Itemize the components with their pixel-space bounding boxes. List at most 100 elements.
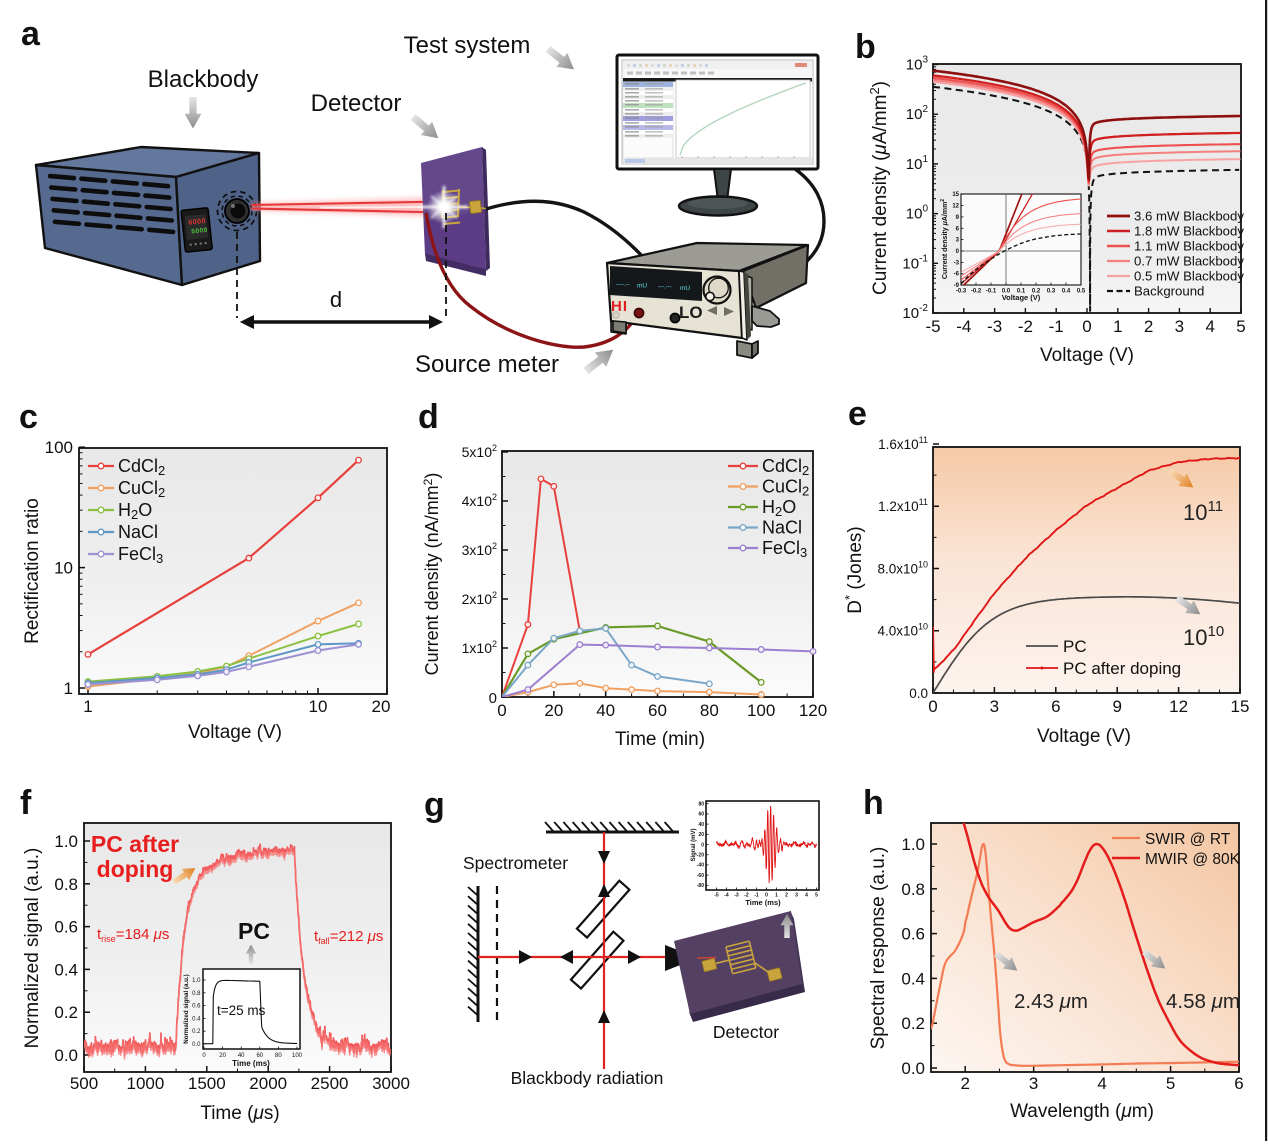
svg-text:40: 40 <box>596 701 615 720</box>
svg-text:tfall=212 μs: tfall=212 μs <box>314 928 383 946</box>
svg-text:H2O: H2O <box>762 497 796 519</box>
svg-text:d: d <box>330 287 342 312</box>
svg-text:1.0: 1.0 <box>901 835 925 854</box>
svg-text:5: 5 <box>1166 1074 1175 1093</box>
svg-text:0: 0 <box>701 842 704 848</box>
svg-text:3.6 mW Blackbody: 3.6 mW Blackbody <box>1134 209 1244 224</box>
svg-text:-5: -5 <box>714 893 719 899</box>
svg-text:5: 5 <box>1236 317 1245 336</box>
svg-text:mU: mU <box>680 285 690 292</box>
svg-text:LO: LO <box>679 303 703 322</box>
svg-text:PC: PC <box>1063 637 1087 656</box>
svg-text:Blackbody: Blackbody <box>148 66 259 93</box>
svg-text:0.8: 0.8 <box>54 875 78 894</box>
svg-text:-0.2: -0.2 <box>971 289 982 295</box>
svg-text:120: 120 <box>799 701 827 720</box>
svg-text:Signal (mV): Signal (mV) <box>691 828 697 861</box>
svg-text:D* (Jones): D* (Jones) <box>842 526 866 613</box>
svg-text:Detector: Detector <box>311 90 402 117</box>
svg-text:1.0: 1.0 <box>192 978 201 984</box>
svg-text:-3: -3 <box>954 260 960 266</box>
svg-text:0: 0 <box>489 690 497 707</box>
svg-text:2: 2 <box>1144 317 1153 336</box>
svg-text:CdCl2: CdCl2 <box>762 456 809 478</box>
svg-text:t=25 ms: t=25 ms <box>217 1003 266 1018</box>
svg-text:Spectrometer: Spectrometer <box>463 853 568 873</box>
svg-text:1010: 1010 <box>1183 623 1224 650</box>
svg-text:-1: -1 <box>754 893 759 899</box>
svg-text:100: 100 <box>292 1053 303 1059</box>
svg-text:15: 15 <box>952 192 959 198</box>
svg-text:Normalized signal (a.u.): Normalized signal (a.u.) <box>183 974 190 1043</box>
svg-text:Current density (μA/mm2): Current density (μA/mm2) <box>867 81 891 295</box>
svg-text:-4: -4 <box>956 317 971 336</box>
svg-text:0.8: 0.8 <box>901 880 925 899</box>
svg-text:Voltage (V): Voltage (V) <box>188 722 282 743</box>
svg-text:4: 4 <box>805 893 808 899</box>
svg-text:-40: -40 <box>697 863 704 869</box>
svg-text:6000: 6000 <box>188 218 206 227</box>
svg-text:Voltage (V): Voltage (V) <box>1002 293 1041 302</box>
svg-text:0.6: 0.6 <box>901 925 925 944</box>
svg-text:20: 20 <box>372 697 391 716</box>
svg-text:2500: 2500 <box>311 1074 349 1093</box>
svg-text:FeCl3: FeCl3 <box>118 544 163 566</box>
svg-text:8.0x1010: 8.0x1010 <box>877 560 928 577</box>
svg-text:80: 80 <box>700 701 719 720</box>
svg-text:1500: 1500 <box>188 1074 226 1093</box>
svg-text:100: 100 <box>747 701 775 720</box>
svg-text:Time (min): Time (min) <box>615 729 705 750</box>
svg-text:80: 80 <box>698 802 704 808</box>
svg-text:0.4: 0.4 <box>54 960 78 979</box>
svg-text:1x102: 1x102 <box>462 639 497 656</box>
svg-text:Rectification ratio: Rectification ratio <box>22 498 43 644</box>
svg-text:20: 20 <box>544 701 563 720</box>
svg-text:0: 0 <box>497 701 506 720</box>
svg-text:60: 60 <box>648 701 667 720</box>
svg-text:NaCl: NaCl <box>118 522 158 542</box>
svg-text:CdCl2: CdCl2 <box>118 456 165 478</box>
svg-text:Voltage (V): Voltage (V) <box>1037 726 1131 747</box>
svg-text:9: 9 <box>956 215 960 221</box>
svg-text:-3: -3 <box>987 317 1002 336</box>
svg-text:PC: PC <box>238 918 270 944</box>
svg-text:0.0: 0.0 <box>901 1059 925 1078</box>
svg-text:3: 3 <box>1029 1074 1038 1093</box>
svg-text:1.8 mW Blackbody: 1.8 mW Blackbody <box>1134 224 1244 239</box>
svg-text:1: 1 <box>83 697 92 716</box>
svg-text:0.0: 0.0 <box>54 1046 78 1065</box>
svg-text:4: 4 <box>1097 1074 1106 1093</box>
svg-text:0.2: 0.2 <box>901 1014 925 1033</box>
svg-text:Current density (nA/mm2): Current density (nA/mm2) <box>421 473 442 676</box>
svg-text:a: a <box>21 15 41 53</box>
svg-text:4x102: 4x102 <box>462 492 497 509</box>
svg-text:0.7 mW Blackbody: 0.7 mW Blackbody <box>1134 254 1244 269</box>
svg-text:6: 6 <box>956 226 960 232</box>
svg-text:Time (ms): Time (ms) <box>232 1059 270 1068</box>
svg-text:0.6: 0.6 <box>192 1004 201 1010</box>
svg-text:0.6: 0.6 <box>54 918 78 937</box>
svg-text:1.2x1011: 1.2x1011 <box>878 497 928 514</box>
svg-text:2x102: 2x102 <box>462 590 497 607</box>
svg-text:3: 3 <box>956 238 960 244</box>
svg-text:Time (μs): Time (μs) <box>200 1103 279 1124</box>
svg-text:0: 0 <box>928 697 937 716</box>
svg-text:0.0: 0.0 <box>192 1042 201 1048</box>
svg-text:Test system: Test system <box>404 32 531 59</box>
svg-text:0: 0 <box>765 893 768 899</box>
svg-text:1: 1 <box>1113 317 1122 336</box>
svg-text:40: 40 <box>238 1053 245 1059</box>
svg-text:-4: -4 <box>724 893 729 899</box>
svg-text:3x102: 3x102 <box>462 541 497 558</box>
svg-text:6: 6 <box>1234 1074 1243 1093</box>
svg-text:40: 40 <box>698 822 704 828</box>
svg-text:Source meter: Source meter <box>415 351 559 378</box>
svg-text:Detector: Detector <box>713 1022 779 1042</box>
svg-text:2: 2 <box>785 893 788 899</box>
svg-text:3000: 3000 <box>372 1074 410 1093</box>
svg-text:80: 80 <box>275 1053 282 1059</box>
svg-text:Voltage (V): Voltage (V) <box>1040 345 1134 366</box>
svg-text:3: 3 <box>1175 317 1184 336</box>
svg-text:4: 4 <box>1205 317 1214 336</box>
svg-text:0.1: 0.1 <box>1017 289 1026 295</box>
